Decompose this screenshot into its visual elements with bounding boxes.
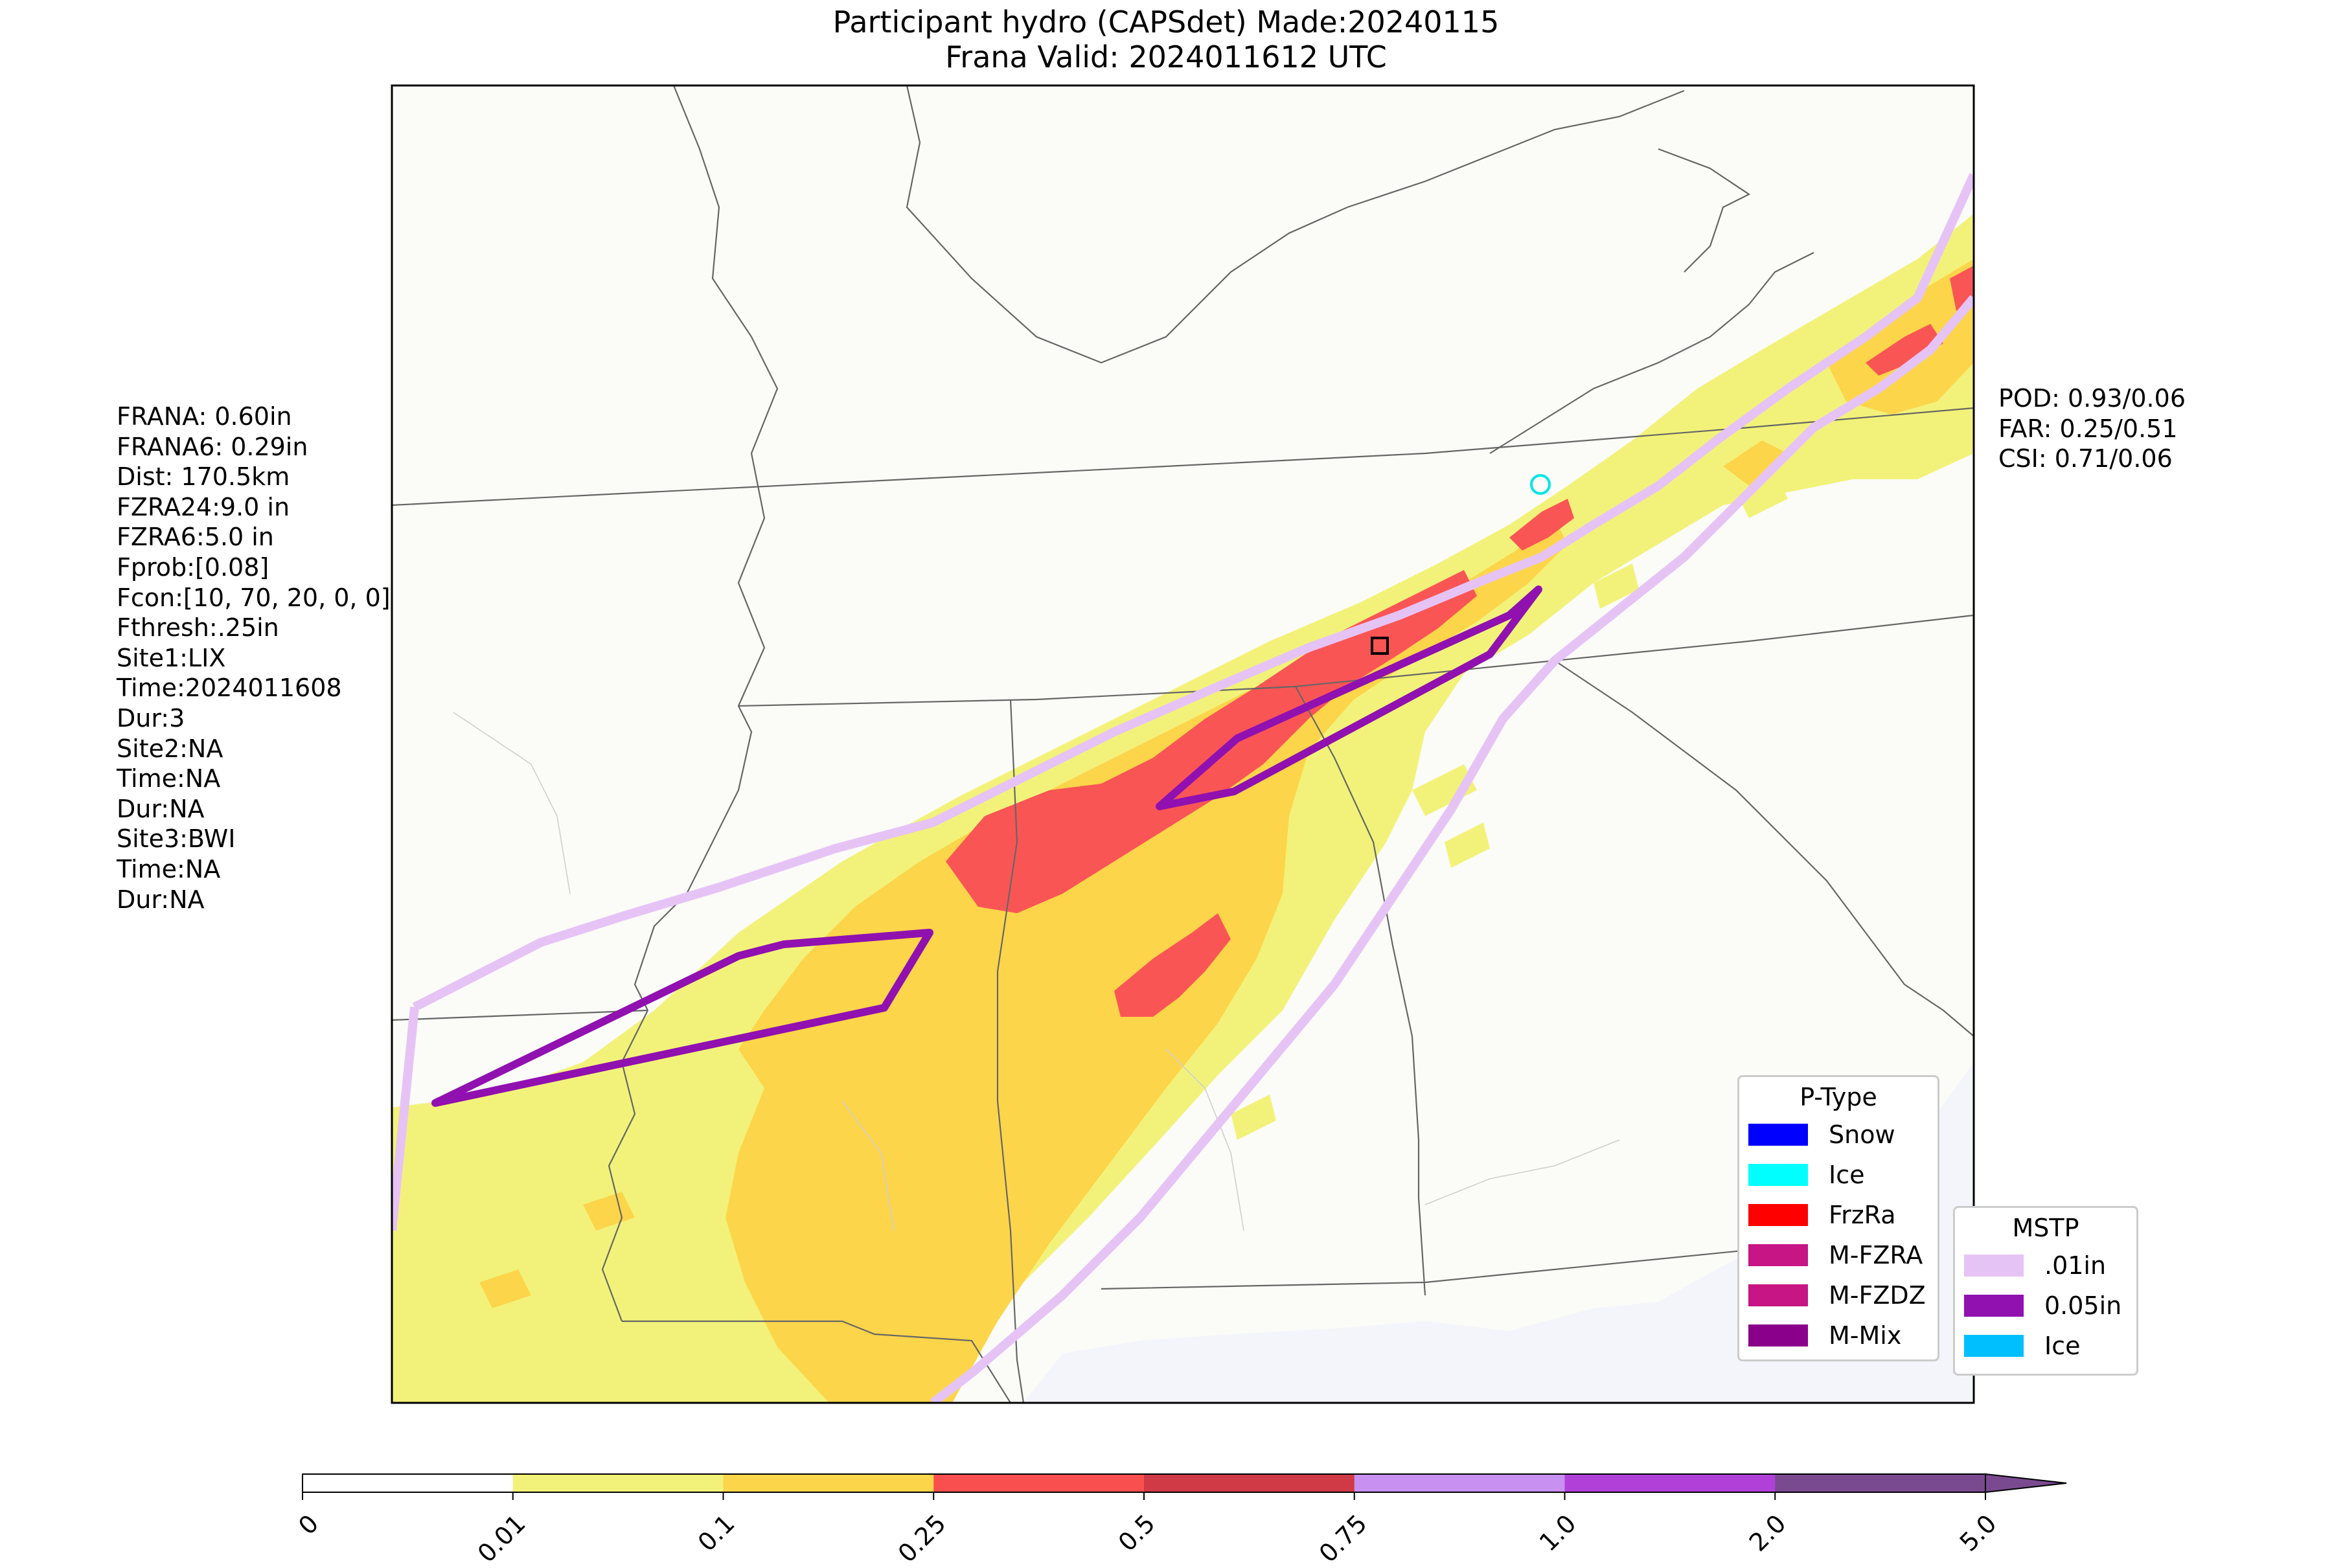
- heavy-precip-band: [946, 570, 1477, 913]
- ptype-legend-label: Ice: [1829, 1161, 1865, 1189]
- stat-line: Dist: 170.5km: [117, 462, 290, 492]
- mstp-contour-01in: [412, 173, 1974, 1012]
- stat-line: Dur:NA: [117, 794, 205, 823]
- verification-line: FAR: 0.25/0.51: [1998, 414, 2178, 443]
- stat-line: Dur:NA: [117, 885, 205, 914]
- ptype-legend-item: M-Mix: [1739, 1315, 1938, 1356]
- mstp-contour-05in-west: [431, 929, 933, 1107]
- ptype-legend-label: M-FZRA: [1829, 1241, 1923, 1269]
- ptype-legend-label: M-FZDZ: [1829, 1281, 1926, 1310]
- mstp-contour-01in-south: [392, 295, 1974, 1403]
- mstp-legend-item: 0.05in: [1955, 1286, 2136, 1326]
- ptype-legend-label: Snow: [1829, 1120, 1895, 1149]
- heavy-precip-cells-ne: [1509, 266, 1974, 551]
- site-square-marker: [1371, 637, 1389, 655]
- stat-line: Fcon:[10, 70, 20, 0, 0]: [117, 583, 391, 612]
- ptype-legend-item: Ice: [1739, 1155, 1938, 1195]
- verification-line: POD: 0.93/0.06: [1998, 384, 2186, 413]
- heavy-precip-core-south: [1114, 913, 1231, 1017]
- ptype-legend-swatch: [1748, 1324, 1808, 1346]
- stat-line: Fprob:[0.08]: [117, 552, 269, 582]
- mstp-legend-item: .01in: [1955, 1245, 2136, 1286]
- stat-line: Fthresh:.25in: [117, 613, 279, 642]
- left-statistics-panel: FRANA: 0.60in FRANA6: 0.29in Dist: 170.5km…: [117, 402, 391, 915]
- stat-line: FRANA6: 0.29in: [117, 432, 308, 461]
- site-circle-marker: [1530, 474, 1551, 495]
- ptype-legend-label: FrzRa: [1829, 1201, 1896, 1229]
- moderate-precip-area: [726, 518, 1568, 1403]
- ptype-legend-swatch: [1748, 1124, 1808, 1146]
- mstp-legend-swatch: [1964, 1335, 2024, 1357]
- stat-line: Site1:LIX: [117, 643, 226, 672]
- stat-line: FZRA6:5.0 in: [117, 523, 274, 552]
- stat-line: FZRA24:9.0 in: [117, 492, 290, 521]
- mstp-contour-05in-east: [1156, 585, 1542, 810]
- mstp-legend-label: Ice: [2044, 1332, 2081, 1360]
- ptype-legend-swatch: [1748, 1204, 1808, 1226]
- mstp-legend: MSTP .01in 0.05in Ice: [1953, 1206, 2138, 1376]
- stat-line: Time:NA: [117, 764, 221, 793]
- right-verification-panel: POD: 0.93/0.06 FAR: 0.25/0.51 CSI: 0.71/0.…: [1998, 383, 2186, 474]
- mstp-legend-swatch: [1964, 1295, 2024, 1317]
- ptype-legend-item: FrzRa: [1739, 1195, 1938, 1235]
- verification-line: CSI: 0.71/0.06: [1998, 444, 2173, 473]
- ptype-legend-item: M-FZRA: [1739, 1235, 1938, 1275]
- ptype-legend: P-Type Snow Ice FrzRa M-FZRA M-FZDZ M-Mix: [1737, 1075, 1939, 1361]
- mstp-legend-title: MSTP: [2012, 1214, 2079, 1242]
- map-frame: [391, 84, 1975, 1404]
- mstp-legend-item: Ice: [1955, 1326, 2136, 1366]
- map-title-line1: Participant hydro (CAPSdet) Made:2024011…: [832, 5, 1500, 40]
- stat-line: FRANA: 0.60in: [117, 402, 292, 431]
- mstp-legend-label: .01in: [2044, 1251, 2107, 1280]
- ptype-legend-swatch: [1748, 1244, 1808, 1266]
- ptype-legend-title: P-Type: [1800, 1083, 1877, 1111]
- ptype-legend-swatch: [1748, 1284, 1808, 1306]
- stat-line: Time:2024011608: [117, 674, 342, 703]
- stat-line: Site2:NA: [117, 734, 223, 763]
- county-boundaries: [453, 712, 1620, 1231]
- stat-line: Site3:BWI: [117, 824, 236, 854]
- ptype-legend-label: M-Mix: [1829, 1321, 1902, 1350]
- map-title-line2: Frana Valid: 2024011612 UTC: [945, 40, 1387, 74]
- stat-line: Time:NA: [117, 854, 221, 883]
- ptype-legend-swatch: [1748, 1164, 1808, 1186]
- ptype-legend-item: M-FZDZ: [1739, 1275, 1938, 1315]
- ptype-legend-item: Snow: [1739, 1115, 1938, 1155]
- gulf-water: [1023, 1062, 1974, 1403]
- mstp-legend-swatch: [1964, 1255, 2024, 1277]
- mstp-legend-label: 0.05in: [2044, 1291, 2122, 1320]
- stat-line: Dur:3: [117, 703, 185, 733]
